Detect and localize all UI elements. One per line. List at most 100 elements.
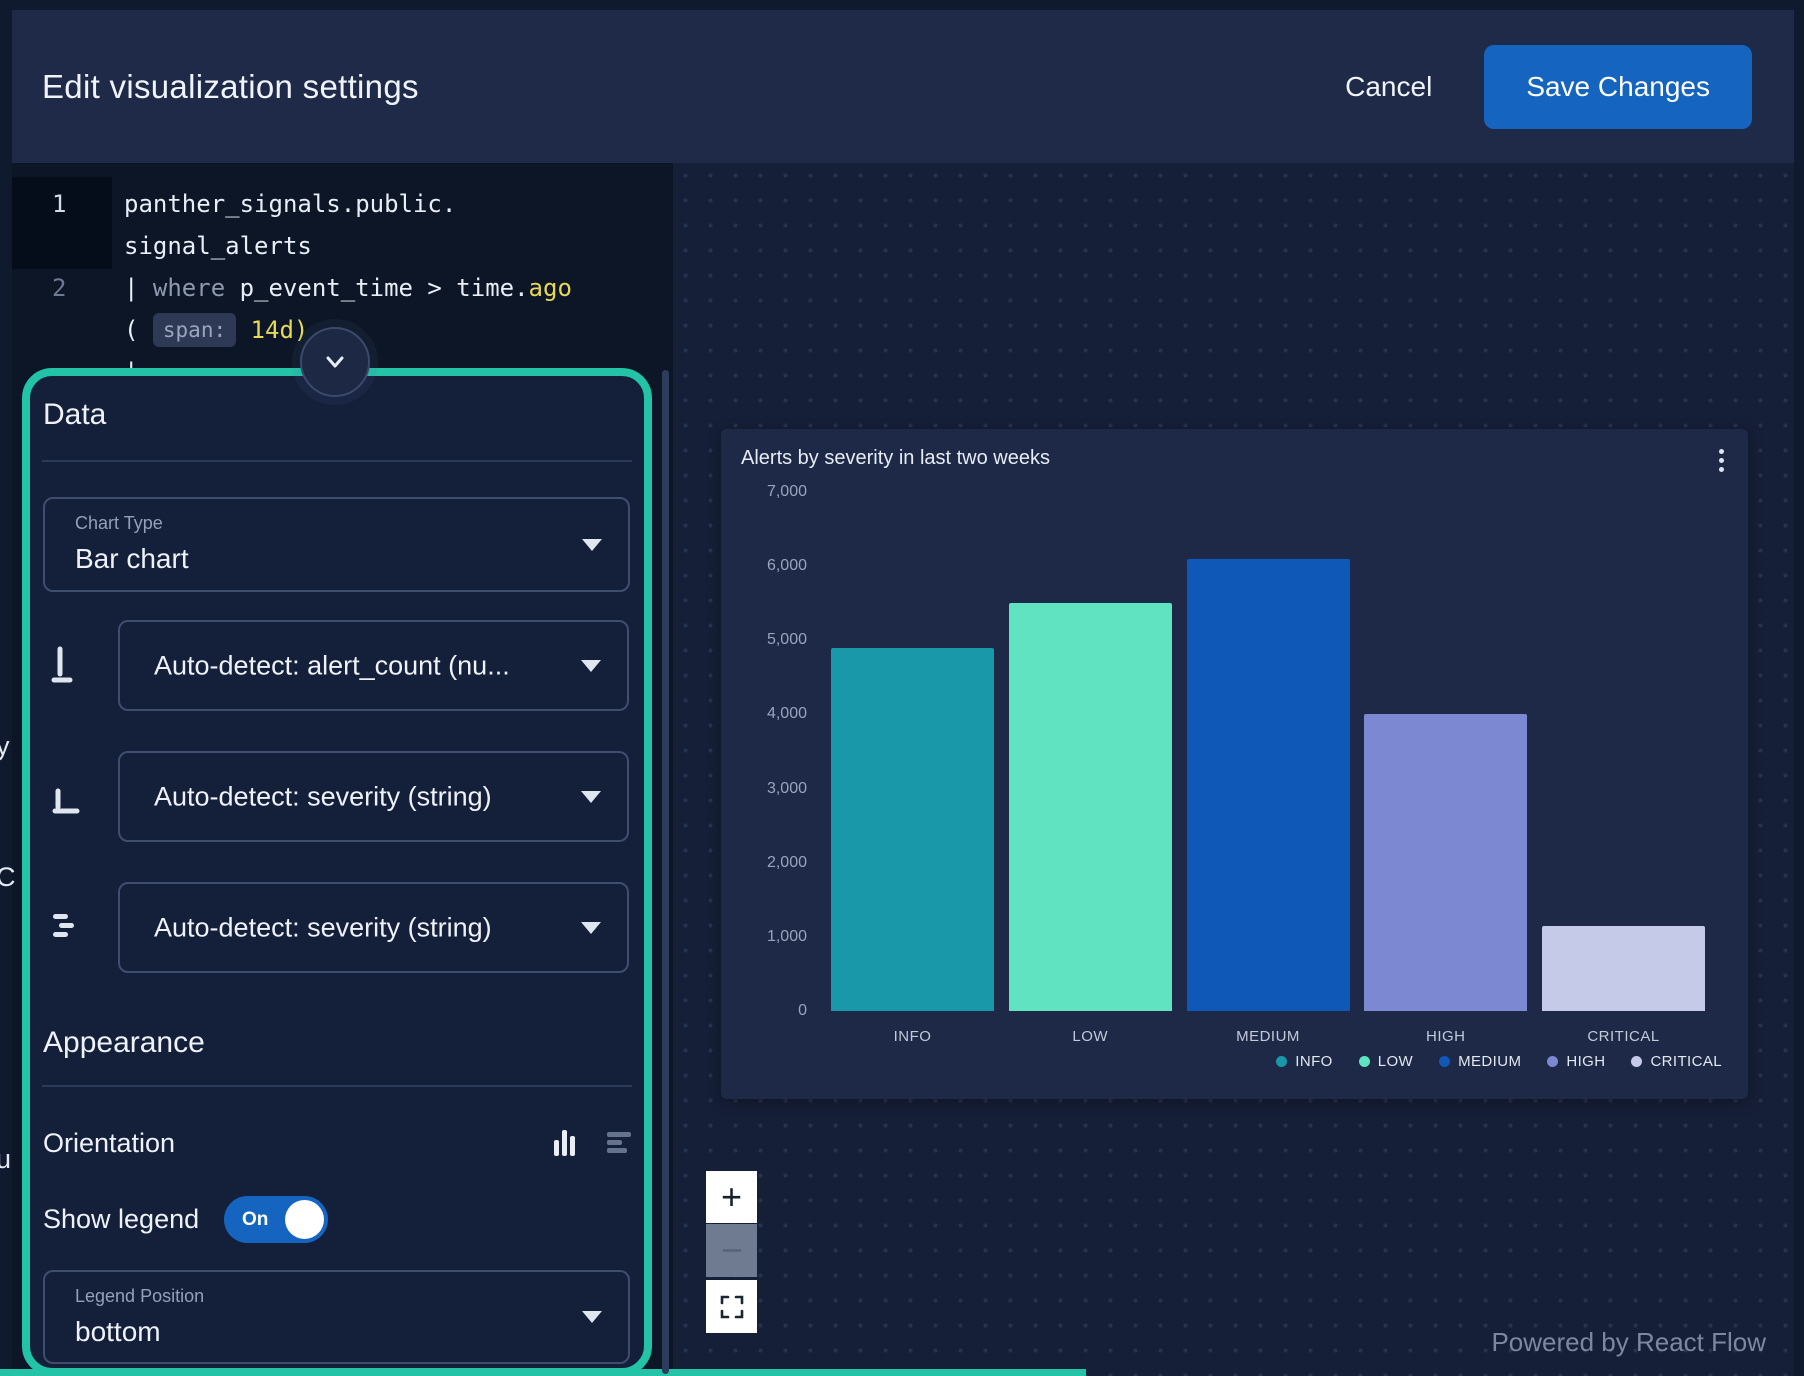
- chart-legend: INFO LOW MEDIUM HIGH CRITICAL: [1276, 1053, 1722, 1070]
- frame-edge: [1794, 163, 1804, 1376]
- show-legend-label: Show legend: [43, 1204, 200, 1234]
- active-line-highlight: [12, 177, 112, 269]
- zoom-in-button[interactable]: +: [706, 1171, 757, 1223]
- chevron-down-icon: [582, 1311, 602, 1323]
- code-token: signal_alerts: [124, 232, 312, 260]
- appearance-section-heading: Appearance: [43, 1026, 205, 1059]
- legend-dot: [1358, 1056, 1370, 1067]
- legend-item[interactable]: INFO: [1276, 1053, 1332, 1070]
- y-tick-label: 6,000: [766, 557, 807, 575]
- paren-token: (: [124, 316, 139, 344]
- chevron-down-icon: [581, 659, 601, 672]
- pipe-token: |: [124, 274, 139, 302]
- collapse-editor-button[interactable]: [300, 327, 370, 397]
- y-axis-field-select[interactable]: Auto-detect: alert_count (nu...: [118, 620, 629, 711]
- legend-label: HIGH: [1566, 1053, 1606, 1070]
- save-changes-button[interactable]: Save Changes: [1484, 44, 1752, 129]
- y-tick-label: 5,000: [766, 631, 807, 649]
- chevron-down-icon: [326, 356, 344, 368]
- legend-label: MEDIUM: [1458, 1053, 1522, 1070]
- divider: [42, 460, 632, 462]
- value-token: 14d): [250, 316, 309, 344]
- code-line: ( span: 14d): [124, 309, 669, 351]
- query-code: panther_signals.public. signal_alerts | …: [124, 183, 669, 393]
- cancel-button[interactable]: Cancel: [1345, 70, 1433, 102]
- legend-position-label: Legend Position: [75, 1286, 205, 1306]
- legend-position-select[interactable]: Legend Position bottom: [43, 1270, 630, 1364]
- y-tick-label: 2,000: [766, 853, 807, 871]
- bar-medium: [1186, 558, 1350, 1011]
- chart-type-select[interactable]: Chart Type Bar chart: [43, 497, 630, 592]
- legend-item[interactable]: MEDIUM: [1439, 1053, 1521, 1070]
- line-number-2: 2: [52, 274, 67, 302]
- legend-item[interactable]: LOW: [1358, 1053, 1414, 1070]
- operator-token: >: [427, 274, 442, 302]
- x-tick-label: MEDIUM: [1236, 1028, 1300, 1045]
- x-axis-icon: [51, 777, 81, 820]
- toggle-knob: [285, 1200, 324, 1239]
- chevron-down-icon: [582, 538, 602, 551]
- y-tick-label: 0: [798, 1001, 807, 1019]
- x-tick-label: HIGH: [1426, 1028, 1466, 1045]
- x-axis-labels: INFO LOW MEDIUM HIGH CRITICAL: [831, 1028, 1705, 1045]
- clipped-background-text: C: [0, 862, 16, 892]
- page-title: Edit visualization settings: [42, 67, 419, 105]
- zoom-controls: +: [706, 1171, 757, 1333]
- param-chip: span:: [152, 313, 237, 347]
- bar-critical: [1542, 925, 1705, 1011]
- code-line: panther_signals.public.: [124, 183, 669, 225]
- code-line: signal_alerts: [124, 225, 669, 267]
- clipped-background-text: u: [0, 1144, 12, 1174]
- keyword-token: where: [152, 274, 226, 302]
- visualization-settings-panel: Data Chart Type Bar chart Auto-detect: a…: [22, 368, 652, 1376]
- header-actions: Cancel Save Changes: [1345, 44, 1752, 129]
- fit-view-icon: [720, 1295, 743, 1318]
- legend-item[interactable]: HIGH: [1547, 1053, 1605, 1070]
- x-tick-label: CRITICAL: [1587, 1028, 1660, 1045]
- scrollbar-thumb[interactable]: [662, 370, 669, 1374]
- series-field-select[interactable]: Auto-detect: severity (string): [118, 882, 629, 973]
- chart-card: Alerts by severity in last two weeks 7,0…: [721, 429, 1748, 1099]
- orientation-label: Orientation: [43, 1128, 176, 1158]
- show-legend-toggle[interactable]: On: [224, 1196, 328, 1243]
- legend-item[interactable]: CRITICAL: [1631, 1053, 1722, 1070]
- legend-dot: [1547, 1056, 1559, 1067]
- legend-dot: [1276, 1056, 1288, 1067]
- legend-dot: [1439, 1056, 1451, 1067]
- y-tick-label: 7,000: [766, 483, 807, 500]
- chart-type-value: Bar chart: [75, 543, 189, 574]
- divider: [42, 1085, 632, 1087]
- modal-header: Edit visualization settings Cancel Save …: [12, 10, 1794, 163]
- toggle-on-label: On: [242, 1208, 269, 1230]
- react-flow-attribution: Powered by React Flow: [1491, 1327, 1766, 1357]
- series-field-value: Auto-detect: severity (string): [154, 912, 492, 942]
- chevron-down-icon: [581, 921, 601, 934]
- bar-info: [831, 647, 994, 1011]
- dashboard-canvas[interactable]: Alerts by severity in last two weeks 7,0…: [673, 163, 1794, 1376]
- y-tick-label: 3,000: [766, 779, 807, 797]
- x-tick-label: LOW: [1072, 1028, 1109, 1045]
- orientation-vertical-icon[interactable]: [548, 1126, 582, 1160]
- line-number-1: 1: [52, 190, 67, 218]
- y-axis-field-value: Auto-detect: alert_count (nu...: [154, 650, 510, 680]
- y-tick-label: 1,000: [766, 927, 807, 945]
- y-axis-icon: [51, 646, 81, 689]
- y-tick-label: 4,000: [766, 705, 807, 723]
- orientation-horizontal-icon[interactable]: [603, 1126, 637, 1160]
- chart-title: Alerts by severity in last two weeks: [741, 447, 1050, 469]
- legend-dot: [1631, 1056, 1643, 1067]
- chart-type-label: Chart Type: [75, 513, 163, 533]
- kebab-menu-icon[interactable]: [1713, 443, 1730, 478]
- code-token: panther_signals.public.: [124, 190, 457, 218]
- legend-label: LOW: [1377, 1053, 1414, 1070]
- fit-view-button[interactable]: [706, 1280, 757, 1333]
- zoom-out-button[interactable]: [706, 1224, 757, 1277]
- chevron-down-icon: [581, 790, 601, 803]
- minus-icon: [722, 1249, 741, 1252]
- series-icon: [51, 910, 81, 949]
- y-axis-labels: 7,000 6,000 5,000 4,000 3,000 2,000 1,000 0: [721, 482, 807, 1021]
- legend-label: INFO: [1295, 1053, 1333, 1070]
- x-axis-field-select[interactable]: Auto-detect: severity (string): [118, 751, 629, 842]
- x-axis-field-value: Auto-detect: severity (string): [154, 781, 492, 811]
